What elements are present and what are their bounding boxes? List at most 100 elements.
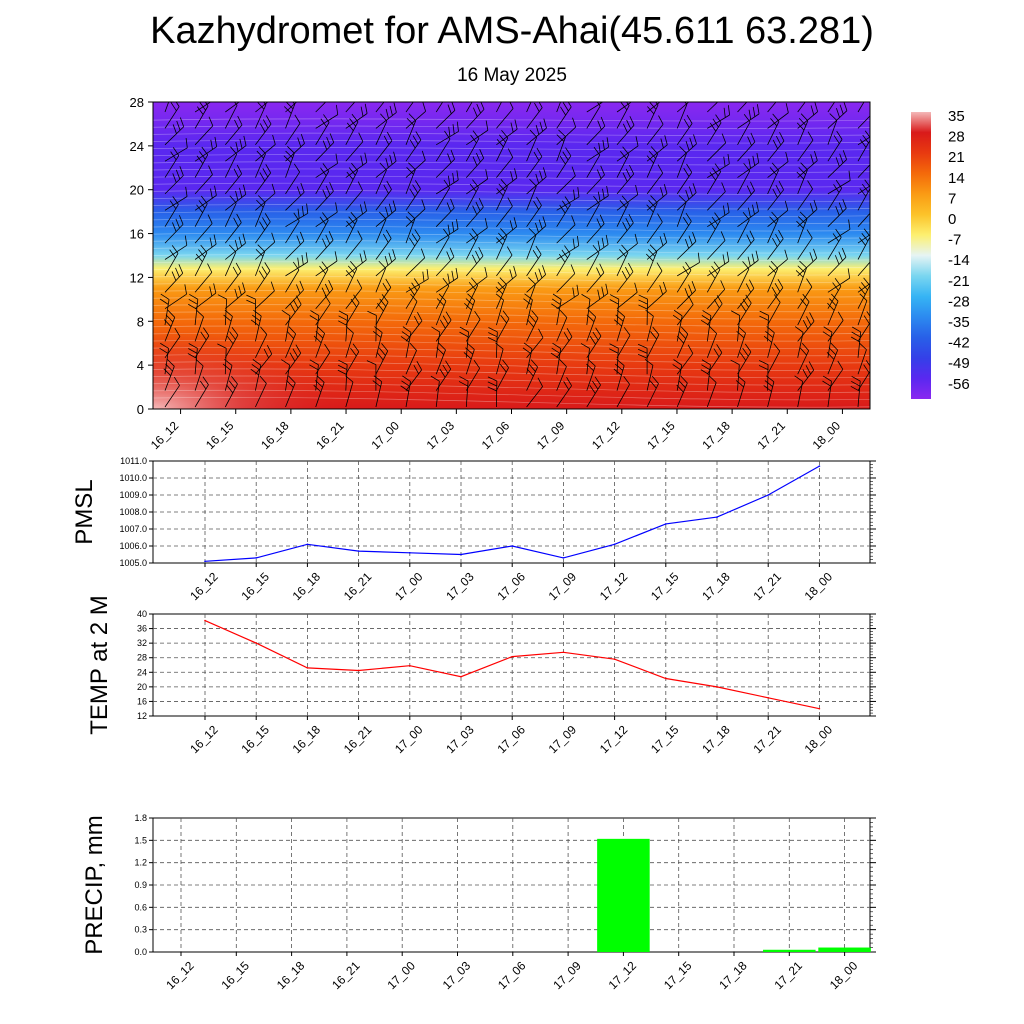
wind-barb [676,102,688,129]
wind-barb-flag [542,216,547,226]
wind-barb [758,360,769,391]
wind-barb-flag [765,375,775,383]
wind-barb-flag [409,188,416,198]
wind-barb [375,211,387,244]
wind-barb-flag [401,380,410,387]
wind-barb [526,167,547,195]
wind-barb-staff [646,202,658,227]
wind-barb-flag [673,359,682,366]
wind-barb-flag [214,136,218,147]
y-tick-label: 1.2 [134,858,147,868]
wind-barb [285,163,300,195]
wind-barb-flag [723,107,726,118]
wind-barb-staff [857,256,870,277]
wind-barb-flag [474,310,481,320]
wind-barb-staff [194,174,213,195]
wind-barb-staff [285,304,302,326]
wind-barb-staff [526,176,547,195]
wind-barb-flag [498,134,506,143]
wind-barb-flag [324,283,330,294]
wind-barb-staff [194,299,199,326]
wind-barb-flag [649,380,657,389]
wind-barb-flag [406,117,415,126]
wind-barb-flag [172,196,179,205]
wind-barb-staff [526,127,547,146]
wind-barb-flag [471,228,479,237]
x-tick-label: 17_00 [384,958,418,992]
wind-barb-flag [259,102,267,105]
wind-barb [255,146,266,178]
wind-barb [616,376,630,408]
wind-barb-flag [326,136,331,147]
wind-barb [375,131,393,162]
wind-barb-flag [659,236,664,246]
wind-barb-flag [576,284,579,295]
wind-barb-flag [196,155,204,164]
wind-barb-flag [167,359,175,367]
wind-barb-flag [634,233,638,244]
colorbar-ramp [911,112,931,399]
wind-barb [309,310,320,342]
colorbar-label: 21 [948,149,965,166]
wind-barb-flag [360,106,364,117]
wind-barb-flag [172,222,177,232]
wind-barb-flag [859,139,867,148]
wind-barb-flag [319,216,327,225]
wind-barb [767,162,779,195]
wind-barb-staff [646,316,654,342]
wind-barb [797,361,815,391]
wind-barb-flag [350,298,357,308]
wind-barb-flag [749,279,755,289]
wind-barb [857,342,867,375]
wind-barb-flag [841,247,847,258]
wind-barb [315,153,338,178]
wind-barb-flag [750,132,756,143]
wind-barb-flag [442,277,450,287]
wind-barb-flag [785,151,789,162]
wind-barb [526,178,537,211]
wind-barb [586,137,610,162]
colorbar-label: -56 [948,376,970,393]
wind-barb-flag [259,221,265,231]
wind-barb-staff [586,223,605,244]
wind-barb-staff [224,316,233,342]
wind-barb [163,359,175,391]
wind-barb-staff [405,188,421,211]
wind-barb-flag [716,344,723,353]
wind-barb-flag [539,170,543,181]
wind-barb [194,165,213,195]
wind-barb-staff [496,318,510,342]
wind-barb-flag [723,156,726,167]
wind-barb-staff [285,212,308,228]
wind-barb [345,261,358,293]
wind-barb-flag [813,248,818,259]
wind-barb [797,342,810,375]
wind-barb-flag [740,303,747,312]
wind-barb-staff [706,220,721,244]
wind-barb-staff [556,126,576,146]
wind-barb-flag [478,246,484,257]
wind-barb-flag [765,331,774,338]
wind-barb-staff [767,287,784,309]
wind-barb [224,146,238,178]
wind-barb-flag [851,380,861,387]
wind-barb-flag [530,359,538,368]
wind-barb-flag [381,343,389,352]
wind-barb [613,358,625,391]
wind-barb-staff [646,270,663,293]
wind-barb-staff [405,139,422,162]
wind-barb-flag [622,123,628,133]
wind-barb-flag [345,326,354,334]
wind-barb [405,248,426,277]
wind-barb-flag [171,271,177,281]
wind-barb [706,212,721,244]
contour-line [153,154,870,159]
wind-barb-flag [338,359,348,365]
wind-barb-staff [526,366,538,391]
wind-barb-flag [683,118,690,128]
wind-barb [556,147,572,178]
wind-barb-flag [613,368,622,376]
wind-barb-staff [706,122,722,146]
wind-barb-flag [296,295,302,305]
